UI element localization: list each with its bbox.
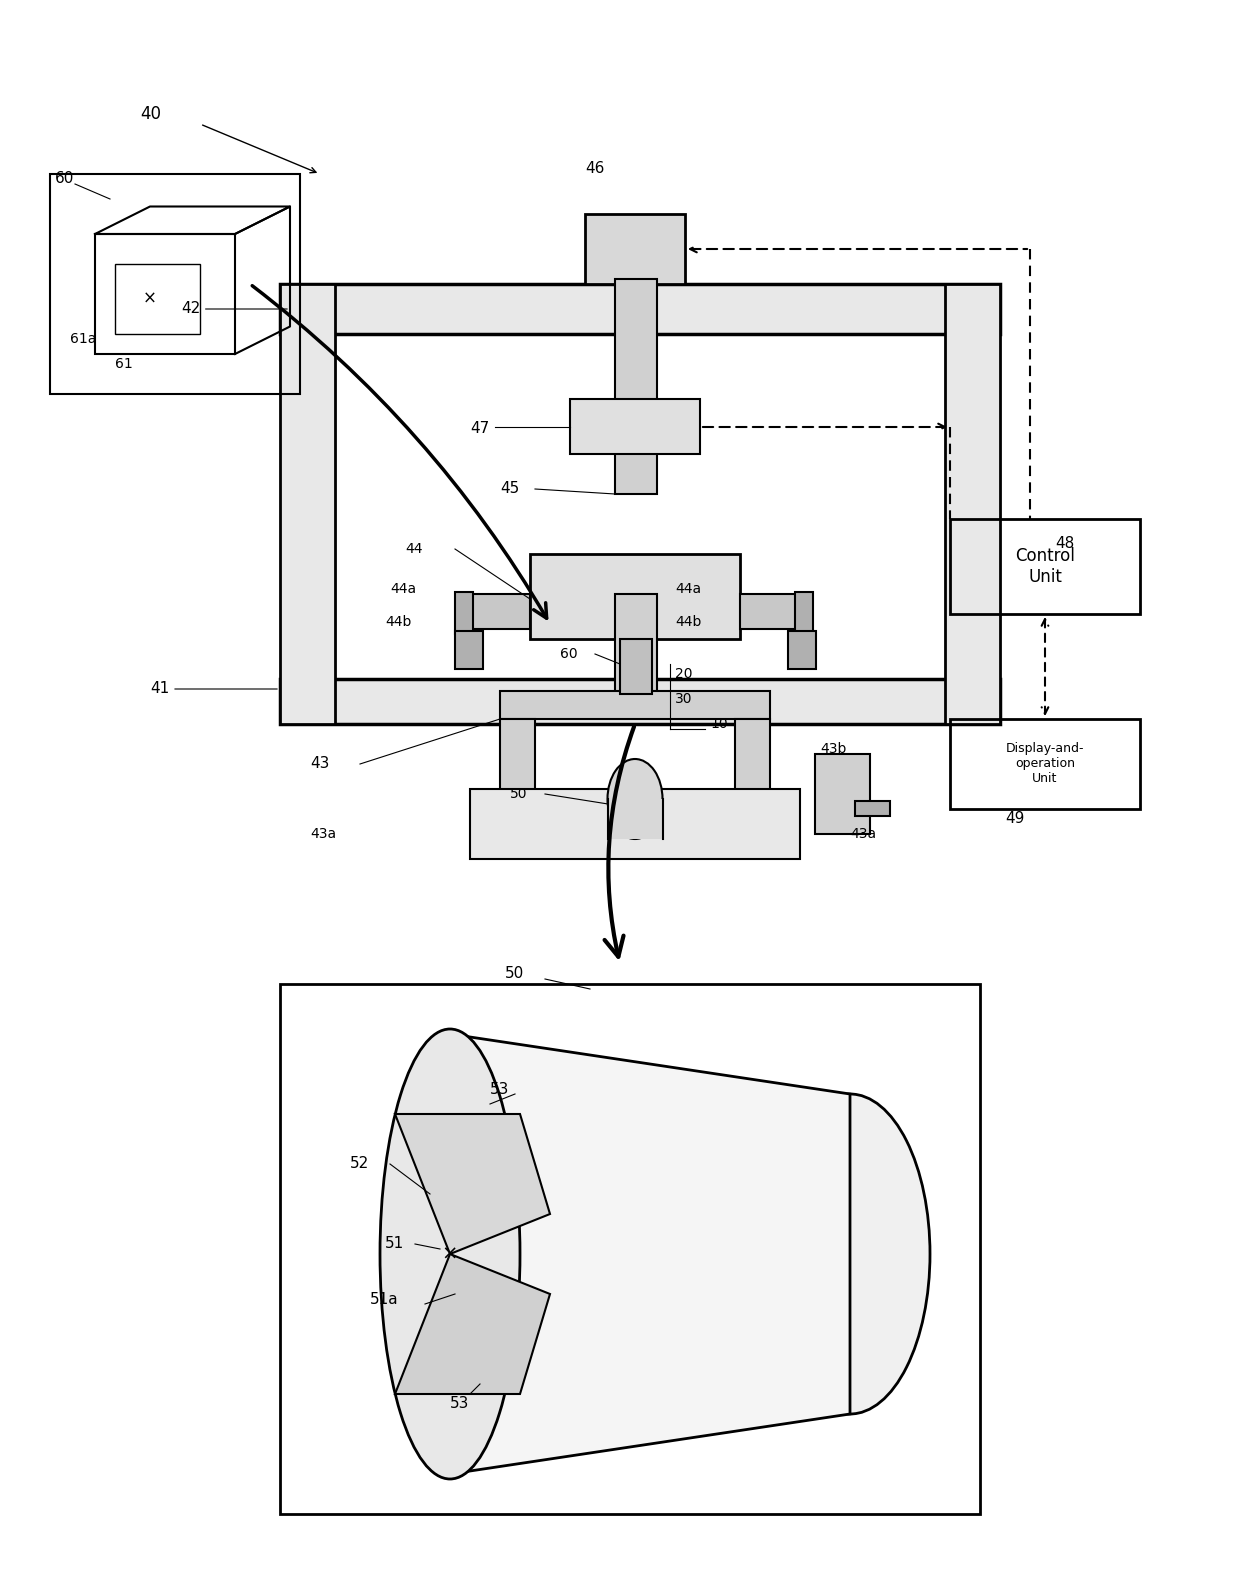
- Text: 49: 49: [1004, 811, 1024, 827]
- Text: 51: 51: [384, 1237, 404, 1251]
- Bar: [470, 789, 800, 859]
- Bar: [115, 265, 200, 335]
- Bar: [615, 595, 657, 693]
- Bar: [95, 234, 236, 354]
- Bar: [815, 754, 870, 834]
- Bar: [500, 719, 534, 843]
- Text: 43a: 43a: [310, 827, 336, 842]
- Ellipse shape: [379, 1030, 520, 1479]
- Text: 61: 61: [115, 357, 133, 371]
- Bar: [570, 398, 701, 454]
- Text: 44: 44: [405, 542, 423, 556]
- Text: 42: 42: [181, 301, 288, 317]
- Bar: [529, 555, 740, 639]
- Text: 52: 52: [350, 1157, 370, 1172]
- Text: Control
Unit: Control Unit: [1016, 547, 1075, 587]
- Bar: [455, 591, 472, 634]
- Text: 30: 30: [675, 692, 692, 706]
- Text: 41: 41: [150, 682, 278, 697]
- Bar: [615, 279, 657, 494]
- Text: 20: 20: [675, 666, 692, 681]
- Bar: [856, 802, 890, 816]
- Bar: [795, 591, 813, 634]
- Text: ×: ×: [441, 1245, 459, 1264]
- Polygon shape: [450, 1035, 849, 1474]
- Bar: [280, 284, 335, 724]
- Text: 44b: 44b: [384, 615, 412, 630]
- Text: 43a: 43a: [849, 827, 877, 842]
- Bar: [470, 595, 529, 630]
- Polygon shape: [396, 1114, 551, 1254]
- Text: 60: 60: [560, 647, 578, 662]
- Text: 44b: 44b: [675, 615, 702, 630]
- Text: 53: 53: [490, 1081, 510, 1097]
- Polygon shape: [396, 1254, 551, 1395]
- Text: 10: 10: [711, 717, 728, 732]
- Bar: [740, 595, 800, 630]
- Text: 60: 60: [55, 172, 74, 186]
- Bar: [945, 284, 999, 724]
- Ellipse shape: [770, 1093, 930, 1414]
- Text: 40: 40: [140, 105, 161, 123]
- Bar: [280, 679, 999, 724]
- Text: 61a: 61a: [69, 332, 97, 346]
- Bar: [280, 983, 980, 1514]
- Bar: [620, 639, 652, 693]
- Text: ×: ×: [143, 290, 157, 308]
- Bar: [608, 799, 663, 838]
- Bar: [735, 719, 770, 843]
- Text: 53: 53: [450, 1396, 470, 1412]
- Text: Display-and-
operation
Unit: Display-and- operation Unit: [1006, 743, 1084, 786]
- Bar: [280, 284, 999, 335]
- Bar: [950, 520, 1140, 614]
- Text: 50: 50: [510, 787, 527, 802]
- Text: 46: 46: [585, 161, 604, 177]
- Text: 51a: 51a: [370, 1291, 398, 1307]
- Text: 50: 50: [505, 966, 525, 982]
- Text: 47: 47: [470, 421, 490, 437]
- Text: 44a: 44a: [391, 582, 417, 596]
- Bar: [500, 692, 770, 719]
- Text: 43b: 43b: [820, 741, 847, 756]
- Bar: [455, 631, 484, 669]
- Ellipse shape: [608, 759, 662, 838]
- Bar: [585, 214, 684, 284]
- Text: 44a: 44a: [675, 582, 701, 596]
- Bar: [787, 631, 816, 669]
- Bar: [50, 174, 300, 394]
- Text: 48: 48: [1055, 537, 1074, 552]
- Bar: [950, 719, 1140, 810]
- Text: 45: 45: [500, 481, 520, 496]
- Text: 43: 43: [310, 757, 330, 771]
